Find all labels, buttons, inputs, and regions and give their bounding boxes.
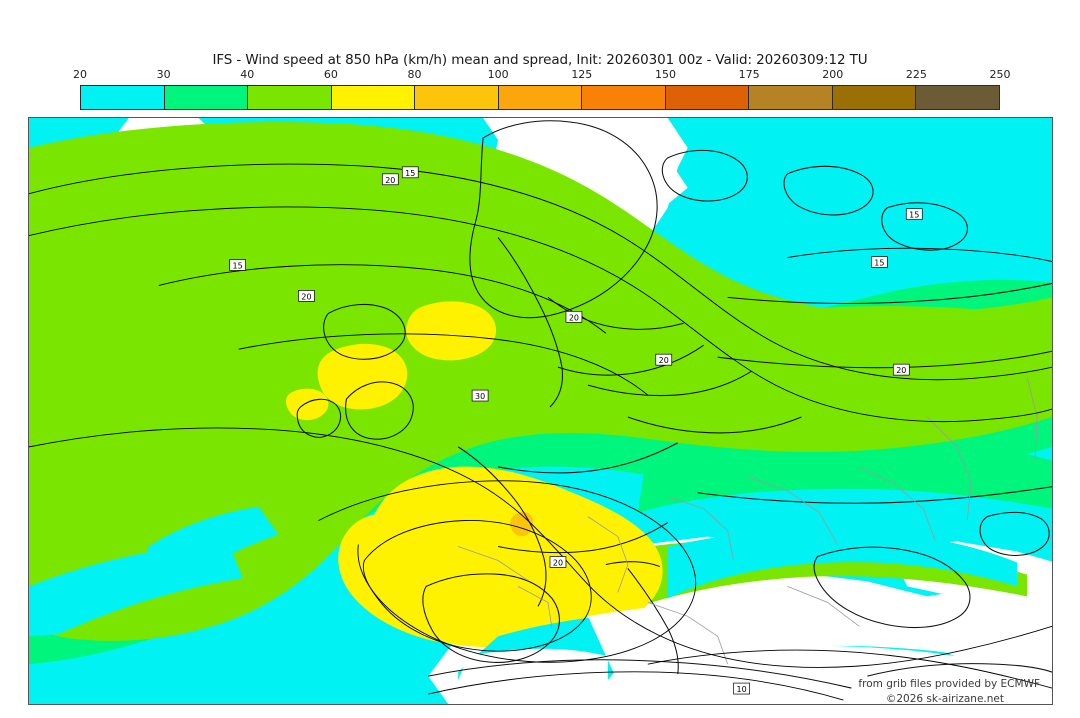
colorbar-tick-20: 20 <box>73 68 87 81</box>
colorbar-tick-250: 250 <box>989 68 1011 81</box>
contour-label-box <box>381 173 399 186</box>
contour-label-box <box>298 290 315 302</box>
colorbar-tick-40: 40 <box>240 68 255 81</box>
contour-label-box <box>549 556 567 568</box>
contour-label-value: 20 <box>301 292 311 301</box>
contour-label-value: 20 <box>896 366 906 375</box>
field-band-60-80 <box>285 301 663 648</box>
contour-label-box <box>401 166 419 179</box>
copyright-credit: ©2026 sk-airizane.net <box>885 693 1004 705</box>
isotach-contours-layer <box>29 163 1052 701</box>
contour-label-value: 30 <box>475 392 485 401</box>
colorbar-swatch-40-60 <box>248 86 332 109</box>
contour-labels-layer: 20 15 20 15 20 20 15 20 15 30 20 10 <box>229 166 923 695</box>
colorbar-tick-150: 150 <box>654 68 676 81</box>
contour-label-box <box>871 256 888 268</box>
colorbar-swatch-60-80 <box>331 86 416 109</box>
page-title: IFS - Wind speed at 850 hPa (km/h) mean … <box>212 52 868 68</box>
contour-label-box <box>565 310 583 323</box>
contour-label-box <box>733 682 750 695</box>
colorbar-swatch-30-40 <box>164 86 249 109</box>
colorbar-swatch-175-200 <box>749 86 833 109</box>
contour-label-value: 15 <box>405 169 415 178</box>
contour-label-value: 10 <box>737 685 747 694</box>
data-source-credit: from grib files provided by ECMWF <box>858 678 1040 690</box>
colorbar-swatch-200-225 <box>832 86 917 109</box>
field-band-below-20-overlay <box>448 600 1052 704</box>
contour-label-value: 20 <box>569 313 579 322</box>
wind-speed-field: 20 15 20 15 20 20 15 20 15 30 20 10 <box>29 118 1052 704</box>
colorbar-swatch-80-100 <box>415 86 499 109</box>
map-panel[interactable]: 20 15 20 15 20 20 15 20 15 30 20 10 from grib files… <box>28 117 1053 705</box>
contour-label-box <box>229 259 246 271</box>
colorbar-swatch-225-250 <box>916 86 1000 109</box>
colorbar-tick-100: 100 <box>487 68 509 81</box>
contour-label-box <box>905 208 923 221</box>
contour-label-box <box>655 353 673 366</box>
colorbar-tick-200: 200 <box>822 68 844 81</box>
colorbar-tick-225: 225 <box>905 68 927 81</box>
colorbar-tick-labels: 20 30 40 60 80 100 125 150 175 200 225 250 <box>73 68 1011 84</box>
colorbar-tick-60: 60 <box>323 68 338 81</box>
colorbar-tick-80: 80 <box>407 68 422 81</box>
country-borders-layer <box>458 377 1038 665</box>
contour-label-value: 20 <box>553 558 563 567</box>
colorbar-gradient-strip <box>80 85 1000 110</box>
colorbar: 20 30 40 60 80 100 125 150 175 200 225 250 <box>73 68 1011 110</box>
colorbar-swatch-150-175 <box>665 86 750 109</box>
contour-label-value: 20 <box>659 356 669 365</box>
colorbar-tick-30: 30 <box>156 68 171 81</box>
contour-label-value: 20 <box>385 176 395 185</box>
contour-label-box <box>892 363 910 376</box>
contour-label-value: 15 <box>909 211 919 220</box>
colorbar-tick-175: 175 <box>738 68 760 81</box>
colorbar-tick-125: 125 <box>571 68 593 81</box>
contour-label-value: 15 <box>233 261 243 270</box>
colorbar-swatch-125-150 <box>582 86 666 109</box>
colorbar-swatch-20-30 <box>81 86 165 109</box>
colorbar-swatch-100-125 <box>498 86 583 109</box>
contour-label-value: 15 <box>874 259 884 268</box>
contour-label-box <box>471 389 489 402</box>
coastlines-layer <box>296 120 1052 689</box>
